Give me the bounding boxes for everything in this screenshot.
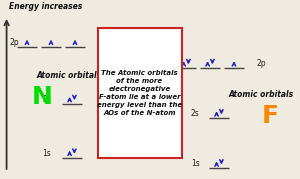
FancyBboxPatch shape <box>98 28 182 158</box>
Text: 2s: 2s <box>191 109 200 118</box>
Text: Atomic orbitals: Atomic orbitals <box>228 90 293 99</box>
Text: 2p: 2p <box>256 59 266 68</box>
Text: Energy increases: Energy increases <box>9 2 82 11</box>
Text: N: N <box>32 85 52 109</box>
Text: 2p: 2p <box>10 38 20 47</box>
Text: Atomic orbitals: Atomic orbitals <box>36 71 101 80</box>
Text: F: F <box>262 104 278 128</box>
Text: 1s: 1s <box>42 149 51 158</box>
Text: The Atomic orbitals
of the more
electronegative
F-atom lie at a lower
energy lev: The Atomic orbitals of the more electron… <box>97 70 182 116</box>
Text: 1s: 1s <box>191 159 200 168</box>
Text: 2s: 2s <box>42 95 51 104</box>
